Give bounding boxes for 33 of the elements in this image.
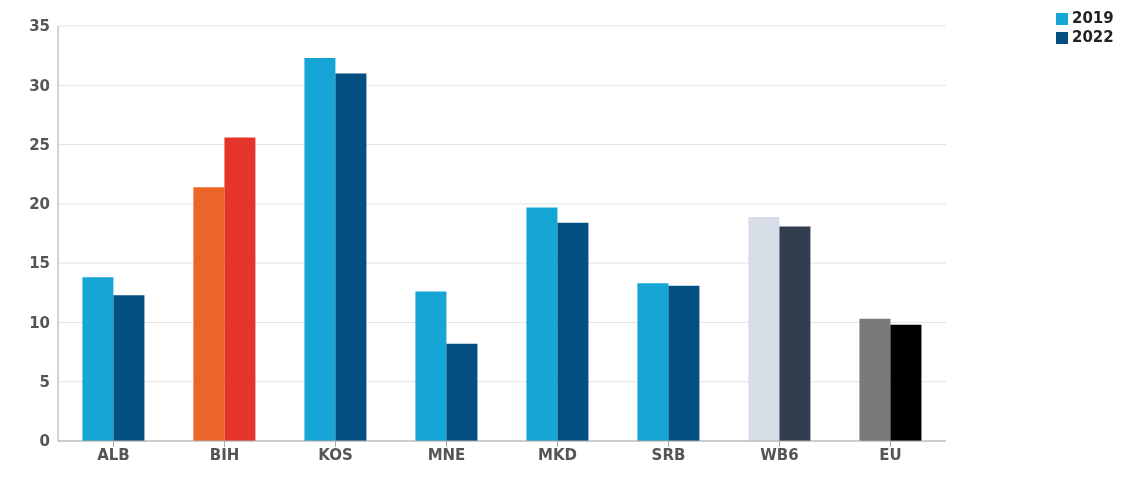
bar bbox=[557, 222, 589, 441]
legend-label: 2022 bbox=[1072, 28, 1114, 46]
y-tick-label: 25 bbox=[29, 135, 50, 154]
y-tick-label: 5 bbox=[39, 373, 50, 392]
x-tick-label: KOS bbox=[318, 445, 353, 464]
bar bbox=[779, 226, 811, 441]
bar bbox=[82, 277, 114, 441]
x-tick-label: WB6 bbox=[760, 445, 799, 464]
bar bbox=[890, 324, 922, 441]
y-tick-label: 0 bbox=[39, 432, 50, 451]
x-tick-label: EU bbox=[879, 445, 902, 464]
bar bbox=[446, 343, 478, 441]
x-tick-label: BIH bbox=[209, 445, 240, 464]
bar bbox=[415, 291, 447, 441]
y-tick-label: 15 bbox=[29, 254, 50, 273]
bar bbox=[304, 58, 336, 441]
y-tick-label: 30 bbox=[29, 76, 50, 95]
x-tick-label: MKD bbox=[537, 445, 578, 464]
bar bbox=[335, 73, 367, 441]
y-tick-label: 10 bbox=[29, 313, 50, 332]
bar bbox=[193, 187, 225, 441]
y-tick-label: 20 bbox=[29, 195, 50, 214]
bar bbox=[637, 283, 669, 441]
legend-label: 2019 bbox=[1072, 9, 1114, 27]
y-tick-label: 35 bbox=[29, 17, 50, 36]
bar bbox=[668, 285, 700, 441]
bar bbox=[859, 318, 891, 441]
bar bbox=[113, 295, 145, 441]
x-tick-label: ALB bbox=[97, 445, 130, 464]
x-tick-label: MNE bbox=[427, 445, 466, 464]
bar bbox=[526, 207, 558, 441]
bar bbox=[224, 137, 256, 441]
x-tick-label: SRB bbox=[651, 445, 686, 464]
